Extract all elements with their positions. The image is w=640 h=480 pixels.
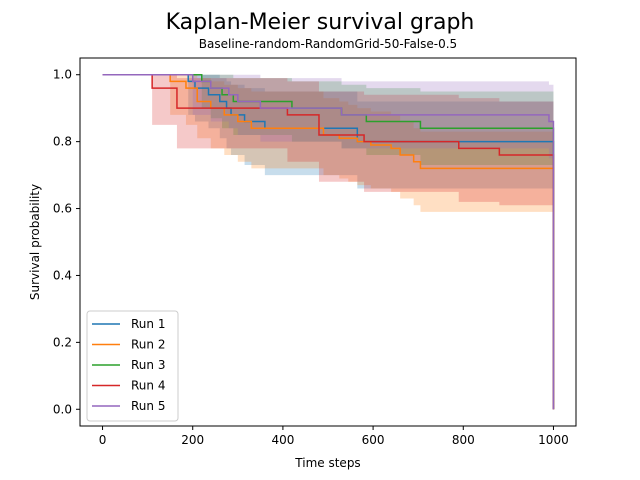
legend-label-run-4: Run 4 (131, 379, 165, 393)
x-tick-label: 800 (452, 433, 475, 447)
y-tick-label: 0.6 (53, 202, 72, 216)
y-tick-label: 1.0 (53, 68, 72, 82)
x-tick-label: 400 (271, 433, 294, 447)
axes-frame (79, 57, 577, 427)
ci-band-run-3 (102, 74, 554, 166)
x-tick-label: 600 (362, 433, 385, 447)
legend: Run 1 Run 2 Run 3 Run 4 Run 5 (86, 310, 179, 422)
x-axis-ticks: 0 200 400 600 800 1000 (99, 426, 569, 447)
legend-label-run-3: Run 3 (131, 358, 165, 372)
x-tick-label: 200 (181, 433, 204, 447)
y-tick-label: 0.0 (53, 402, 72, 416)
y-tick-label: 0.4 (53, 268, 72, 282)
plot-area (102, 73, 555, 410)
y-axis-ticks: 0.0 0.2 0.4 0.6 0.8 1.0 (53, 68, 80, 416)
legend-label-run-1: Run 1 (131, 317, 165, 331)
x-tick-label: 0 (99, 433, 107, 447)
y-axis-label: Survival probability (28, 184, 42, 300)
chart-title: Kaplan-Meier survival graph (166, 10, 475, 35)
legend-label-run-5: Run 5 (131, 399, 165, 413)
y-tick-label: 0.8 (53, 135, 72, 149)
legend-label-run-2: Run 2 (131, 338, 165, 352)
y-tick-label: 0.2 (53, 335, 72, 349)
chart-subtitle: Baseline-random-RandomGrid-50-False-0.5 (199, 37, 457, 51)
survival-line-run-4 (102, 73, 555, 410)
ci-band-run-1 (102, 74, 554, 189)
ci-band-run-2 (102, 74, 554, 219)
legend-box (86, 310, 179, 422)
x-axis-label: Time steps (294, 456, 360, 470)
x-tick-label: 1000 (538, 433, 569, 447)
ci-band-run-5 (102, 74, 554, 159)
survival-line-run-5 (102, 73, 555, 410)
